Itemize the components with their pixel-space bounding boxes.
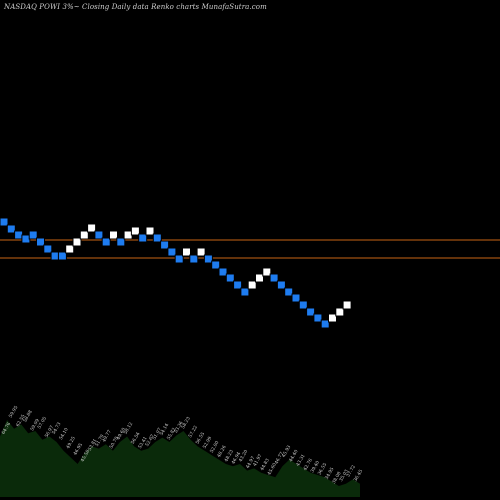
renko-brick <box>145 226 155 236</box>
renko-brick <box>276 280 286 290</box>
renko-brick <box>6 224 16 234</box>
closing-price-label: 46.95 <box>72 442 84 456</box>
renko-brick <box>72 237 82 247</box>
closing-price-label: 49.60 <box>115 427 127 441</box>
closing-price-label: 50.70 <box>108 436 120 450</box>
renko-brick <box>335 307 345 317</box>
renko-brick <box>313 313 323 323</box>
closing-price-label: 45.58 <box>80 449 92 463</box>
renko-brick <box>284 287 294 297</box>
closing-price-label: 55.82 <box>166 427 178 441</box>
renko-brick <box>174 254 184 264</box>
renko-brick <box>101 237 111 247</box>
renko-brick <box>255 273 264 283</box>
renko-brick <box>138 233 148 243</box>
renko-brick <box>342 300 352 310</box>
closing-price-label: 45.60 <box>266 462 278 476</box>
closing-price-label: 52.99 <box>202 435 214 449</box>
closing-price-label: 37.72 <box>345 464 357 478</box>
renko-brick <box>240 287 250 297</box>
renko-brick <box>152 233 162 243</box>
renko-brick <box>298 300 308 310</box>
closing-price-label: 53.36 <box>173 420 185 434</box>
renko-brick <box>87 223 97 233</box>
renko-brick <box>109 230 118 240</box>
closing-price-label: 43.20 <box>238 449 250 463</box>
renko-brick <box>211 260 221 270</box>
renko-brick <box>21 234 31 244</box>
closing-price-label: 41.97 <box>252 453 264 467</box>
closing-price-label: 54.73 <box>51 421 63 435</box>
closing-price-label: 58.23 <box>180 416 192 430</box>
closing-price-label: 59.95 <box>8 405 20 419</box>
renko-brick <box>233 280 243 290</box>
renko-brick <box>160 240 170 250</box>
renko-brick <box>203 254 213 264</box>
closing-price-label: 57.05 <box>36 416 48 430</box>
renko-brick <box>182 247 191 257</box>
volume-area <box>0 420 360 497</box>
closing-price-label: 36.55 <box>317 462 329 476</box>
renko-brick <box>130 226 140 236</box>
closing-price-label: 53.81 <box>87 438 99 452</box>
renko-brick <box>0 217 9 227</box>
closing-price-label: 44.83 <box>259 458 271 472</box>
renko-brick <box>320 319 330 329</box>
closing-price-label: 35.03 <box>338 468 350 482</box>
closing-price-label: 58.12 <box>123 421 135 435</box>
closing-price-label: 56.54 <box>130 431 142 445</box>
renko-brick <box>50 251 60 261</box>
closing-price-label: 56.55 <box>195 431 207 445</box>
renko-brick <box>262 267 272 277</box>
closing-price-label: 34.95 <box>324 466 336 480</box>
closing-price-label: 44.40 <box>288 449 300 463</box>
closing-price-label: 54.14 <box>159 422 171 436</box>
renko-brick <box>269 273 279 283</box>
closing-price-label: 48.26 <box>216 444 228 458</box>
renko-brick <box>116 237 126 247</box>
closing-price-label: 46.94 <box>230 451 242 465</box>
closing-price-label: 44.97 <box>245 455 257 469</box>
renko-brick <box>189 254 199 264</box>
closing-price-label: 49.77 <box>101 429 113 443</box>
closing-price-label: 51.70 <box>94 433 106 447</box>
renko-brick <box>291 293 301 303</box>
closing-price-label: 62.55 <box>15 414 27 428</box>
closing-price-label: 49.25 <box>65 436 77 450</box>
renko-brick <box>94 230 104 240</box>
renko-brick <box>65 244 75 254</box>
closing-price-label: 36.45 <box>353 469 365 483</box>
renko-brick <box>28 230 38 240</box>
closing-price-label: 51.07 <box>151 427 163 441</box>
renko-brick <box>43 244 53 254</box>
closing-price-label: 56.97 <box>44 425 56 439</box>
renko-brick <box>196 247 206 257</box>
chart-title: NASDAQ POWI 3%~ Closing Daily data Renko… <box>4 3 267 11</box>
renko-brick <box>306 307 316 317</box>
renko-brick <box>167 247 177 257</box>
closing-price-label: 64.76 <box>1 421 13 435</box>
closing-price-label: 45.93 <box>281 444 293 458</box>
renko-brick <box>36 237 45 247</box>
closing-price-label: 38.08 <box>331 471 343 485</box>
renko-brick <box>225 273 235 283</box>
renko-brick <box>79 230 89 240</box>
closing-price-label: 43.31 <box>295 453 307 467</box>
closing-price-label: 58.88 <box>22 409 34 423</box>
renko-brick <box>247 280 257 290</box>
closing-price-label: 53.41 <box>137 436 149 450</box>
closing-price-label: 59.09 <box>29 418 41 432</box>
closing-price-label: 57.22 <box>187 425 199 439</box>
renko-brick <box>218 267 228 277</box>
renko-brick <box>57 251 67 261</box>
closing-price-label: 42.76 <box>302 458 314 472</box>
renko-brick <box>328 313 337 323</box>
closing-price-label: 52.67 <box>144 433 156 447</box>
closing-price-label: 48.23 <box>223 449 235 463</box>
closing-price-label: 39.40 <box>309 460 321 474</box>
closing-price-label: 46.77 <box>274 451 286 465</box>
closing-price-label: 54.10 <box>58 427 70 441</box>
closing-price-label: 52.00 <box>209 440 221 454</box>
